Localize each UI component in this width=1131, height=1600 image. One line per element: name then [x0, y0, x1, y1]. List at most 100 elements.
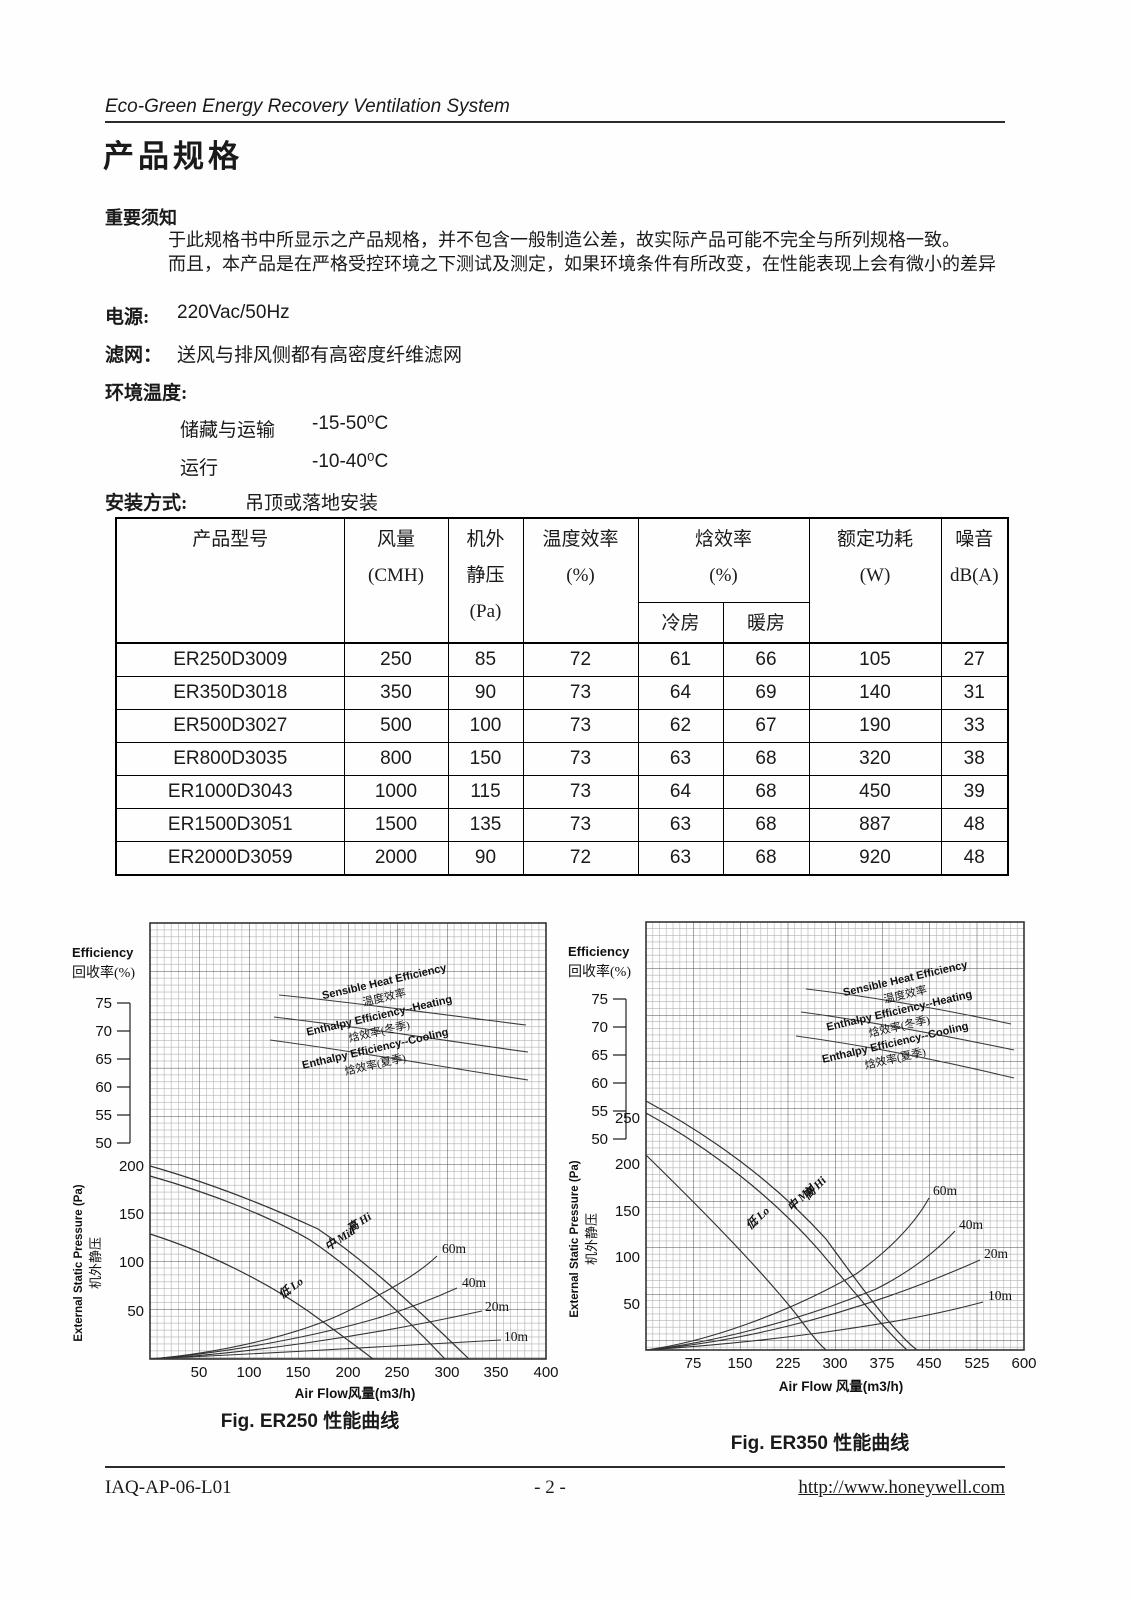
cell-temp-eff: 73 — [522, 808, 639, 842]
pressure-tick: 50 — [127, 1303, 144, 1320]
er250-performance-chart: Efficiency 回收率(%) 75 70 65 60 55 50 Exte… — [72, 922, 559, 1401]
pressure-tick: 100 — [119, 1254, 144, 1271]
cell-esp: 150 — [447, 742, 524, 776]
cell-noise: 39 — [940, 775, 1009, 809]
cell-cooling: 64 — [637, 676, 724, 710]
spec-table: 产品型号 风量 (CMH) 机外 静压 (Pa) 温度效率 (%) 焓效率 (%… — [115, 517, 1009, 876]
efficiency-tick: 55 — [95, 1107, 112, 1124]
efficiency-axis-label-en: Efficiency — [568, 944, 630, 959]
pressure-tick: 250 — [615, 1110, 640, 1127]
install-value: 吊顶或落地安装 — [245, 493, 379, 514]
er350-chart-caption: Fig. ER350 性能曲线 — [730, 1433, 910, 1454]
page-title: 产品规格 — [103, 139, 243, 174]
x-tick: 300 — [434, 1364, 459, 1381]
cell-temp-eff: 73 — [522, 676, 639, 710]
cell-temp-eff: 73 — [522, 709, 639, 743]
efficiency-axis-label-cn: 回收率(%) — [568, 963, 631, 980]
filter-label: 滤网： — [105, 345, 163, 366]
pressure-axis-label-en: External Static Pressure (Pa) — [569, 1160, 581, 1317]
table-subheader-row: 冷房 暖房 — [116, 602, 1008, 644]
cell-esp: 90 — [447, 676, 524, 710]
efficiency-tick: 75 — [591, 991, 608, 1008]
x-tick: 150 — [285, 1364, 310, 1381]
pressure-tick: 50 — [623, 1296, 640, 1313]
cell-noise: 48 — [940, 808, 1009, 842]
x-tick: 300 — [822, 1355, 847, 1372]
cell-cooling: 63 — [637, 841, 724, 876]
power-label: 电源: — [105, 307, 150, 328]
fan-curve-hi — [645, 1100, 918, 1351]
x-tick: 525 — [964, 1355, 989, 1372]
col-header-model: 产品型号 — [115, 517, 345, 644]
efficiency-tick: 50 — [591, 1131, 608, 1148]
col-header-heating: 暖房 — [722, 602, 810, 644]
cell-power: 920 — [808, 841, 942, 876]
x-tick: 200 — [335, 1364, 360, 1381]
chart-grid — [645, 921, 1025, 1351]
pressure-tick: 150 — [615, 1203, 640, 1220]
x-tick: 250 — [384, 1364, 409, 1381]
operation-value: -10-40⁰C — [312, 451, 389, 472]
cell-heating: 68 — [722, 742, 810, 776]
cell-airflow: 1000 — [343, 775, 449, 809]
cell-cooling: 63 — [637, 808, 724, 842]
er250-chart-caption: Fig. ER250 性能曲线 — [220, 1411, 400, 1432]
table-row: ER1000D3043 1000 115 73 64 68 450 39 — [115, 775, 1009, 809]
cell-noise: 48 — [940, 841, 1009, 876]
col-header-noise: 噪音 dB(A) — [940, 517, 1009, 644]
cell-power: 320 — [808, 742, 942, 776]
fan-curve-lo — [645, 1154, 827, 1351]
ambient-temp-label: 环境温度: — [105, 383, 188, 404]
table-row: ER2000D3059 2000 90 72 63 68 920 48 — [115, 841, 1009, 876]
storage-value: -15-50⁰C — [312, 413, 389, 434]
cell-cooling: 61 — [637, 642, 724, 677]
cell-temp-eff: 72 — [522, 841, 639, 876]
efficiency-tick: 55 — [591, 1103, 608, 1120]
cell-cooling: 62 — [637, 709, 724, 743]
footer-divider — [105, 1466, 1005, 1468]
efficiency-axis-bracket — [613, 998, 627, 1140]
notice-line-1: 于此规格书中所显示之产品规格，并不包含一般制造公差，故实际产品可能不完全与所列规… — [168, 230, 960, 250]
duct-40m-label: 40m — [959, 1217, 984, 1232]
efficiency-tick: 70 — [95, 1023, 112, 1040]
table-row: ER350D3018 350 90 73 64 69 140 31 — [115, 676, 1009, 710]
cell-model: ER800D3035 — [115, 742, 345, 776]
table-row: ER250D3009 250 85 72 61 66 105 27 — [115, 642, 1009, 677]
cell-heating: 68 — [722, 841, 810, 876]
cell-temp-eff: 73 — [522, 775, 639, 809]
cell-heating: 67 — [722, 709, 810, 743]
enthalpy-heating-curve — [800, 1011, 1015, 1051]
cell-noise: 38 — [940, 742, 1009, 776]
cell-model: ER1000D3043 — [115, 775, 345, 809]
pressure-axis-label-en: External Static Pressure (Pa) — [73, 1184, 85, 1341]
cell-power: 190 — [808, 709, 942, 743]
cell-power: 450 — [808, 775, 942, 809]
duct-60m-label: 60m — [442, 1241, 467, 1256]
duct-curve-10m — [149, 1339, 502, 1360]
x-tick: 400 — [533, 1364, 558, 1381]
cell-model: ER350D3018 — [115, 676, 345, 710]
efficiency-axis-bracket — [117, 1002, 131, 1144]
duct-curve-10m — [645, 1301, 984, 1351]
notice-line-2: 而且，本产品是在严格受控环境之下测试及测定，如果环境条件有所改变，在性能表现上会… — [168, 254, 996, 274]
fan-curve-mid — [645, 1112, 908, 1351]
storage-label: 储藏与运输 — [180, 420, 276, 441]
cell-esp: 115 — [447, 775, 524, 809]
duct-40m-label: 40m — [462, 1275, 487, 1290]
x-axis-label: Air Flow 风量(m3/h) — [779, 1379, 904, 1394]
x-tick: 450 — [916, 1355, 941, 1372]
col-header-power: 额定功耗 (W) — [808, 517, 942, 644]
cell-heating: 68 — [722, 808, 810, 842]
footer-url-link[interactable]: http://www.honeywell.com — [798, 1477, 1005, 1498]
efficiency-axis-label-en: Efficiency — [72, 945, 134, 960]
table-row: ER800D3035 800 150 73 63 68 320 38 — [115, 742, 1009, 776]
x-tick: 50 — [191, 1364, 208, 1381]
x-tick: 100 — [236, 1364, 261, 1381]
sensible-heat-efficiency-curve — [805, 988, 1012, 1025]
cell-cooling: 64 — [637, 775, 724, 809]
enthalpy-cooling-curve — [795, 1035, 1015, 1079]
duct-curve-60m — [645, 1197, 930, 1351]
efficiency-tick: 50 — [95, 1135, 112, 1152]
duct-10m-label: 10m — [504, 1329, 529, 1344]
cell-power: 140 — [808, 676, 942, 710]
